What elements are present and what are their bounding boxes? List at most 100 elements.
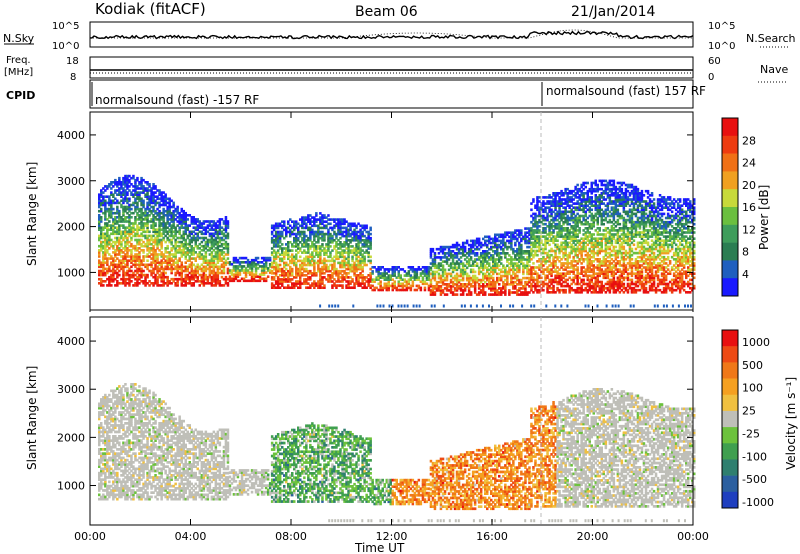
power-cell	[146, 273, 149, 277]
power-cell	[114, 201, 117, 205]
power-cell	[530, 266, 533, 269]
power-cell	[303, 282, 306, 285]
power-cell	[369, 255, 372, 259]
power-cell	[194, 267, 197, 271]
power-cell	[240, 277, 244, 281]
power-cell	[437, 289, 441, 292]
power-cell	[309, 230, 312, 234]
power-cell	[538, 291, 541, 294]
power-cell	[469, 250, 473, 253]
power-cell	[425, 266, 429, 269]
power-cell	[309, 255, 312, 259]
power-cell	[526, 266, 529, 270]
power-cell	[124, 280, 127, 283]
power-cell	[554, 206, 557, 209]
power-cell	[484, 260, 487, 263]
power-cell	[564, 189, 567, 193]
power-cell	[289, 286, 292, 289]
power-cell	[502, 280, 505, 284]
power-cell	[520, 258, 523, 261]
power-cell	[307, 276, 310, 279]
power-cell	[182, 277, 185, 281]
power-cell	[104, 242, 107, 246]
power-cell	[568, 251, 571, 255]
power-cell	[566, 284, 569, 288]
power-cell	[126, 236, 129, 240]
power-cell	[152, 267, 155, 271]
power-cell	[574, 206, 577, 209]
power-cell	[289, 265, 292, 269]
power-cell	[538, 280, 541, 284]
power-cell	[208, 259, 212, 262]
power-cell	[546, 284, 549, 288]
power-cell	[252, 265, 256, 268]
power-cell	[359, 236, 362, 240]
power-cell	[178, 247, 181, 250]
power-cell	[347, 224, 350, 228]
power-cell	[473, 254, 477, 257]
power-cell	[522, 291, 525, 294]
power-cell	[174, 209, 177, 213]
power-cell	[124, 174, 127, 178]
power-cell	[367, 241, 370, 244]
power-cell	[192, 247, 195, 250]
nsky-panel: N.Sky 10^5 10^0 10^5 10^0 N.Search	[3, 21, 796, 52]
power-cell	[276, 243, 280, 246]
power-cell	[303, 243, 306, 246]
power-cell	[343, 230, 346, 234]
power-cell	[321, 216, 324, 219]
power-cell	[361, 286, 364, 289]
power-cell	[498, 283, 501, 286]
power-cell	[345, 267, 348, 271]
power-cell	[154, 257, 157, 260]
power-cell	[482, 250, 485, 253]
power-cell	[363, 251, 366, 254]
power-cell	[244, 273, 248, 276]
power-cell	[459, 285, 463, 288]
power-cell	[194, 265, 197, 269]
power-cell	[540, 214, 543, 218]
power-cell	[122, 267, 125, 271]
power-cell	[323, 261, 326, 265]
power-cell	[325, 232, 328, 236]
power-cell	[524, 293, 527, 296]
power-cell	[538, 241, 541, 245]
power-cell	[200, 267, 204, 271]
power-cell	[128, 249, 131, 252]
power-cell	[152, 195, 155, 198]
power-cell	[168, 263, 171, 267]
power-cell	[554, 251, 557, 255]
power-cell	[138, 195, 141, 198]
power-cell	[341, 226, 344, 230]
power-cell	[526, 283, 529, 286]
power-cell	[188, 263, 191, 267]
power-cell	[224, 244, 228, 248]
power-cell	[303, 236, 306, 240]
power-cell	[345, 230, 348, 234]
power-cell	[102, 199, 105, 203]
power-cell	[124, 265, 127, 269]
power-cell	[186, 242, 189, 246]
power-cell	[343, 218, 346, 221]
power-cell	[457, 278, 461, 282]
power-cell	[188, 251, 191, 254]
power-cell	[568, 270, 571, 273]
power-cell	[534, 245, 537, 249]
power-cell	[558, 268, 561, 271]
power-cell	[130, 259, 133, 262]
power-cell	[158, 189, 161, 192]
power-cell	[178, 214, 181, 217]
power-cell	[333, 265, 336, 269]
power-cell	[526, 276, 529, 280]
power-cell	[550, 204, 553, 207]
power-cell	[158, 209, 161, 213]
power-cell	[162, 273, 165, 277]
power-cell	[421, 270, 425, 273]
power-cell	[401, 284, 405, 288]
power-cell	[445, 272, 449, 276]
power-cell	[98, 236, 101, 240]
power-cell	[162, 238, 165, 242]
power-cell	[538, 237, 541, 240]
power-cell	[365, 245, 368, 248]
power-cell	[343, 276, 346, 279]
